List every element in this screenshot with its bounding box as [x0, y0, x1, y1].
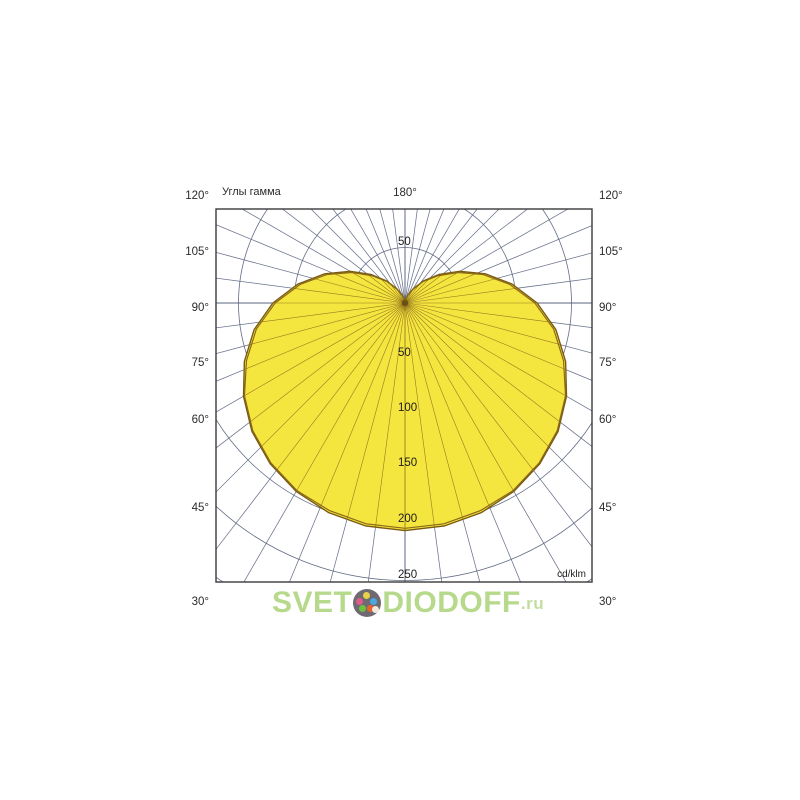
plot-text-layer: Углы гамма 180° 120° 105° 90° 75° 60° 45° 30° 120… [185, 0, 623, 608]
gamma-label-bottom-4: 30° [567, 0, 584, 3]
radial-tick-label-2: 100 [398, 402, 417, 414]
gamma-label-left-1: 105° [185, 246, 209, 258]
gamma-label-left-0: 120° [185, 190, 209, 202]
gamma-label-left-5: 45° [192, 502, 209, 514]
gamma-label-bottom-0: 30° [223, 0, 240, 3]
gamma-label-right-6: 30° [599, 596, 616, 608]
gamma-label-bottom-1: 15° [321, 0, 338, 3]
radial-tick-label-4: 200 [398, 513, 417, 525]
gamma-label-right-3: 75° [599, 357, 616, 369]
gamma-label-left-6: 30° [192, 596, 209, 608]
radial-tick-label-0: 50 [398, 236, 411, 248]
plot-border [215, 208, 593, 583]
gamma-label-right-0: 120° [599, 190, 623, 202]
gamma-label-left-3: 75° [192, 357, 209, 369]
gamma-label-right-2: 90° [599, 302, 616, 314]
gamma-label-bottom-2: 0° [400, 0, 411, 3]
curve-inner-rays [243, 271, 567, 531]
gamma-label-left-4: 60° [192, 414, 209, 426]
gamma-label-right-4: 60° [599, 414, 616, 426]
gamma-label-right-1: 105° [599, 246, 623, 258]
gamma-label-bottom-3: 15° [471, 0, 488, 3]
unit-label: cd/klm [557, 569, 586, 580]
gamma-label-right-5: 45° [599, 502, 616, 514]
radial-tick-label-1: 50 [398, 347, 411, 359]
gamma-label-top-180: 180° [393, 187, 417, 199]
distribution-curves [242, 270, 568, 532]
page-title: Углы гамма [222, 186, 282, 198]
gamma-label-left-2: 90° [192, 302, 209, 314]
radial-tick-label-5: 250 [398, 569, 417, 581]
pole-marker [401, 299, 409, 307]
radial-tick-label-3: 150 [398, 457, 417, 469]
